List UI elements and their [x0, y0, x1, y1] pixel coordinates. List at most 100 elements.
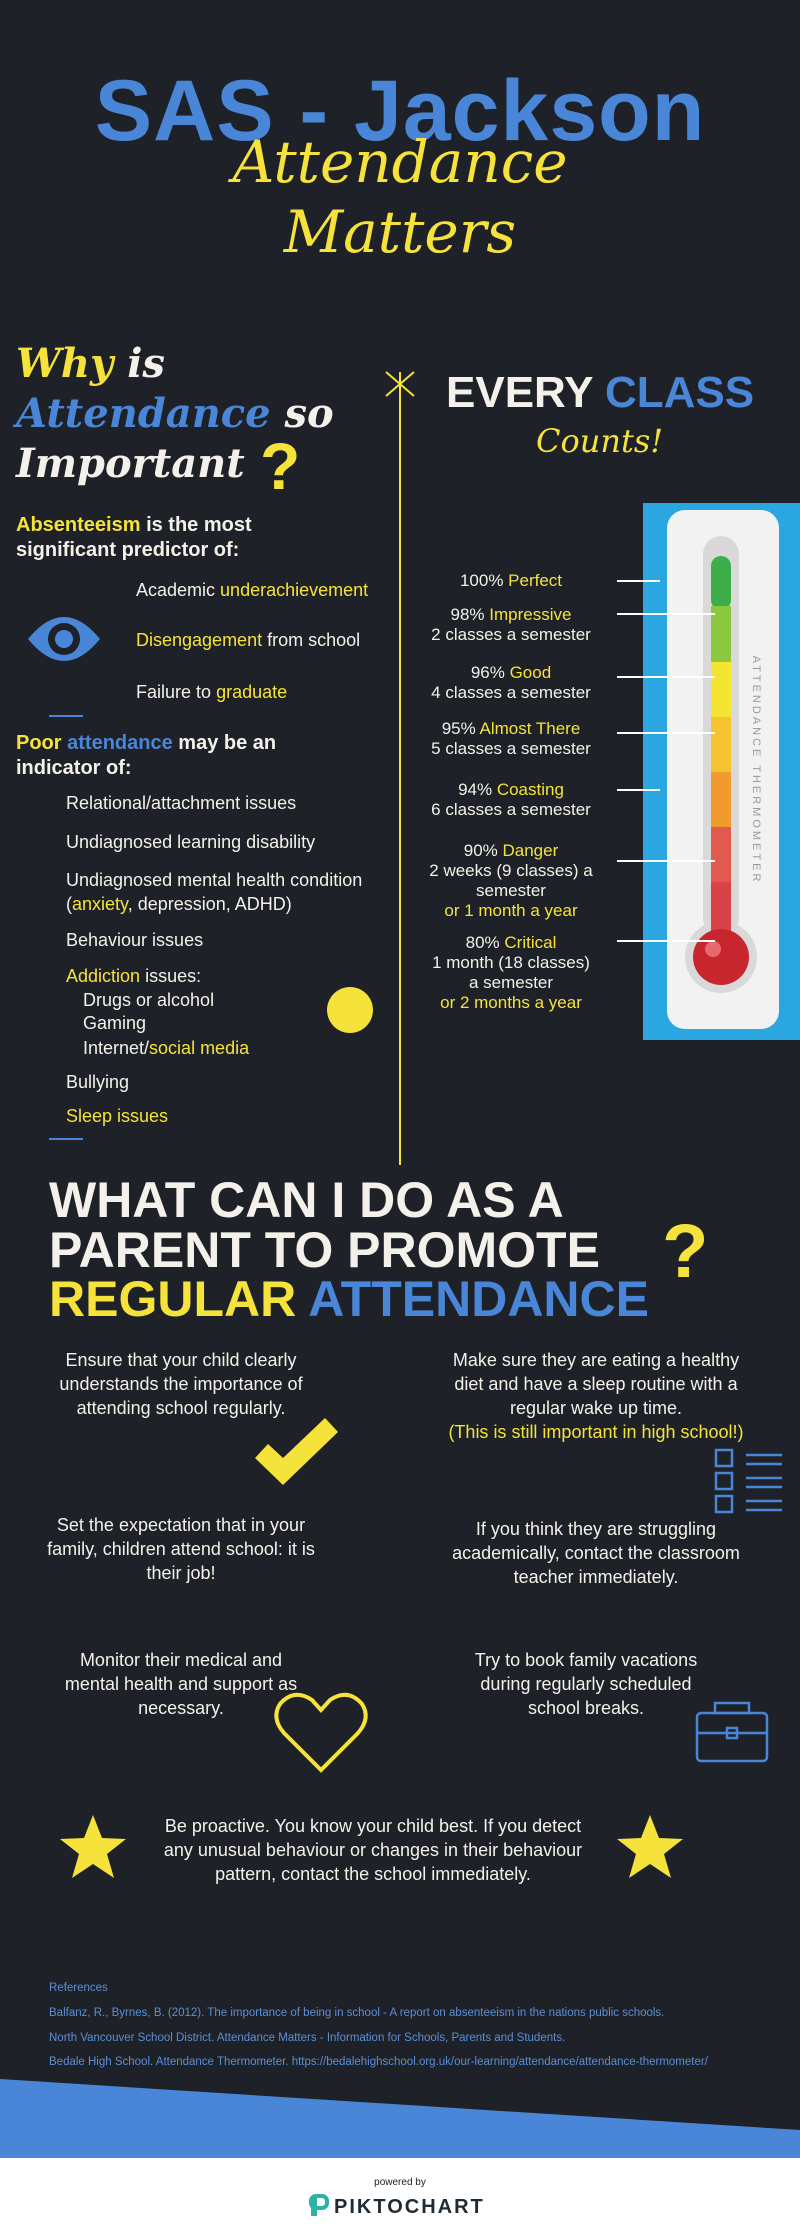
text: Academic: [136, 580, 216, 600]
level-name: Critical: [504, 933, 557, 952]
parents-heading: PARENT TO PROMOTE: [49, 1222, 600, 1278]
level-head: 95% Almost There: [406, 719, 616, 739]
pct: 100%: [459, 571, 504, 590]
text: Drugs or alcohol: [83, 990, 215, 1010]
indicator: indicator of:: [16, 756, 132, 781]
footer-bg: [0, 2158, 800, 2240]
thermometer-label: ATTENDANCE THERMOMETER: [750, 655, 762, 885]
reference: Bedale High School. Attendance Thermomet…: [49, 2056, 708, 2068]
text: Gaming: [83, 1013, 147, 1033]
level-head: 80% Critical: [406, 933, 616, 953]
level-head: 98% Impressive: [406, 605, 616, 625]
text: Sleep issues: [66, 1106, 169, 1126]
dot: [327, 987, 373, 1033]
text: may be an: [178, 732, 277, 754]
level-detail: 2 weeks (9 classes) a: [429, 861, 593, 880]
subtitle: Matters: [283, 198, 517, 266]
brand-logo: [309, 2194, 329, 2216]
text: Make sure they are eating a healthy diet…: [452, 1350, 740, 1418]
issue: Relational/attachment issues: [66, 793, 296, 814]
text: issues:: [145, 966, 202, 986]
issue: Bullying: [66, 1072, 129, 1093]
level-name: Good: [509, 663, 552, 682]
level-name: Coasting: [496, 780, 564, 799]
level-head: 94% Coasting: [406, 780, 616, 800]
thermometer: [617, 503, 800, 1040]
question-mark: ?: [260, 429, 301, 503]
issue: (anxiety, depression, ADHD): [66, 894, 292, 915]
text: anxiety: [72, 894, 128, 914]
tip: Be proactive. You know your child best. …: [163, 1816, 583, 1884]
reference: Balfanz, R., Byrnes, B. (2012). The impo…: [49, 2007, 665, 2019]
pct: 98%: [450, 605, 485, 624]
divider-cross: [385, 371, 415, 397]
level: 80% Critical 1 month (18 classes) a semest…: [406, 933, 616, 1013]
word: Attendance: [16, 390, 271, 437]
level-extra: or 1 month a year: [444, 901, 578, 920]
predictor: significant predictor of:: [16, 538, 239, 563]
text: social media: [149, 1038, 250, 1058]
level: 90% Danger 2 weeks (9 classes) a semester o…: [406, 841, 616, 921]
level-detail: 6 classes a semester: [431, 800, 591, 819]
level-detail: 4 classes a semester: [431, 683, 591, 702]
references-title: References: [49, 1982, 108, 1994]
level-name: Almost There: [479, 719, 581, 738]
issue: Gaming: [83, 1013, 146, 1034]
text: Undiagnosed learning disability: [66, 832, 316, 852]
pct: 80%: [465, 933, 500, 952]
text: Relational/attachment issues: [66, 793, 297, 813]
why-heading: Attendance so: [16, 390, 334, 438]
text: graduate: [216, 682, 288, 702]
word: EVERY: [446, 368, 593, 417]
level: 94% Coasting 6 classes a semester: [406, 780, 616, 820]
level-name: Danger: [502, 841, 559, 860]
issue: Sleep issues: [66, 1106, 168, 1127]
pct: 96%: [470, 663, 505, 682]
text: Disengagement: [136, 630, 263, 650]
text: is the most: [146, 514, 252, 536]
level: 95% Almost There 5 classes a semester: [406, 719, 616, 759]
text: attendance: [67, 732, 173, 754]
text: underachievement: [220, 580, 369, 600]
text: Bullying: [66, 1072, 130, 1092]
tip: If you think they are struggling academi…: [452, 1519, 740, 1587]
level-detail: 1 month (18 classes): [432, 953, 590, 972]
issue: Drugs or alcohol: [83, 990, 214, 1011]
level: 98% Impressive 2 classes a semester: [406, 605, 616, 645]
text: Absenteeism: [16, 514, 141, 536]
outcome: Academic underachievement: [136, 580, 368, 601]
text: Addiction: [66, 966, 141, 986]
level: 100% Perfect: [406, 571, 616, 591]
predictor: Absenteeism is the most: [16, 513, 252, 538]
level-head: 90% Danger: [406, 841, 616, 861]
brand: PIKTOCHART: [334, 2196, 485, 2218]
tip: Make sure they are eating a healthy diet…: [436, 1348, 756, 1444]
word: CLASS: [604, 368, 755, 417]
text: , depression, ADHD): [127, 894, 292, 914]
text: Behaviour issues: [66, 930, 204, 950]
level-detail: a semester: [468, 973, 554, 992]
briefcase-icon: [695, 1701, 769, 1763]
level-detail: 5 classes a semester: [431, 739, 591, 758]
eye-icon: [28, 617, 100, 661]
question-mark: ?: [662, 1209, 709, 1294]
level: 96% Good 4 classes a semester: [406, 663, 616, 703]
heart-icon: [274, 1692, 368, 1773]
parents-heading: WHAT CAN I DO AS A: [49, 1172, 564, 1228]
issue: Undiagnosed learning disability: [66, 832, 315, 853]
outcome: Disengagement from school: [136, 630, 360, 651]
powered-by: powered by: [374, 2177, 426, 2188]
word: Why: [16, 340, 114, 387]
subtitle: Attendance: [232, 128, 568, 196]
level-name: Impressive: [489, 605, 572, 624]
text: Poor: [16, 732, 62, 754]
footer-band: [0, 2079, 800, 2158]
word: so: [284, 390, 334, 437]
issue: Addiction issues:: [66, 966, 201, 987]
pct: 94%: [458, 780, 493, 799]
pct: 90%: [463, 841, 498, 860]
indicator: Poor attendance may be an: [16, 731, 276, 756]
text: (: [66, 894, 72, 914]
word: is: [127, 340, 165, 387]
